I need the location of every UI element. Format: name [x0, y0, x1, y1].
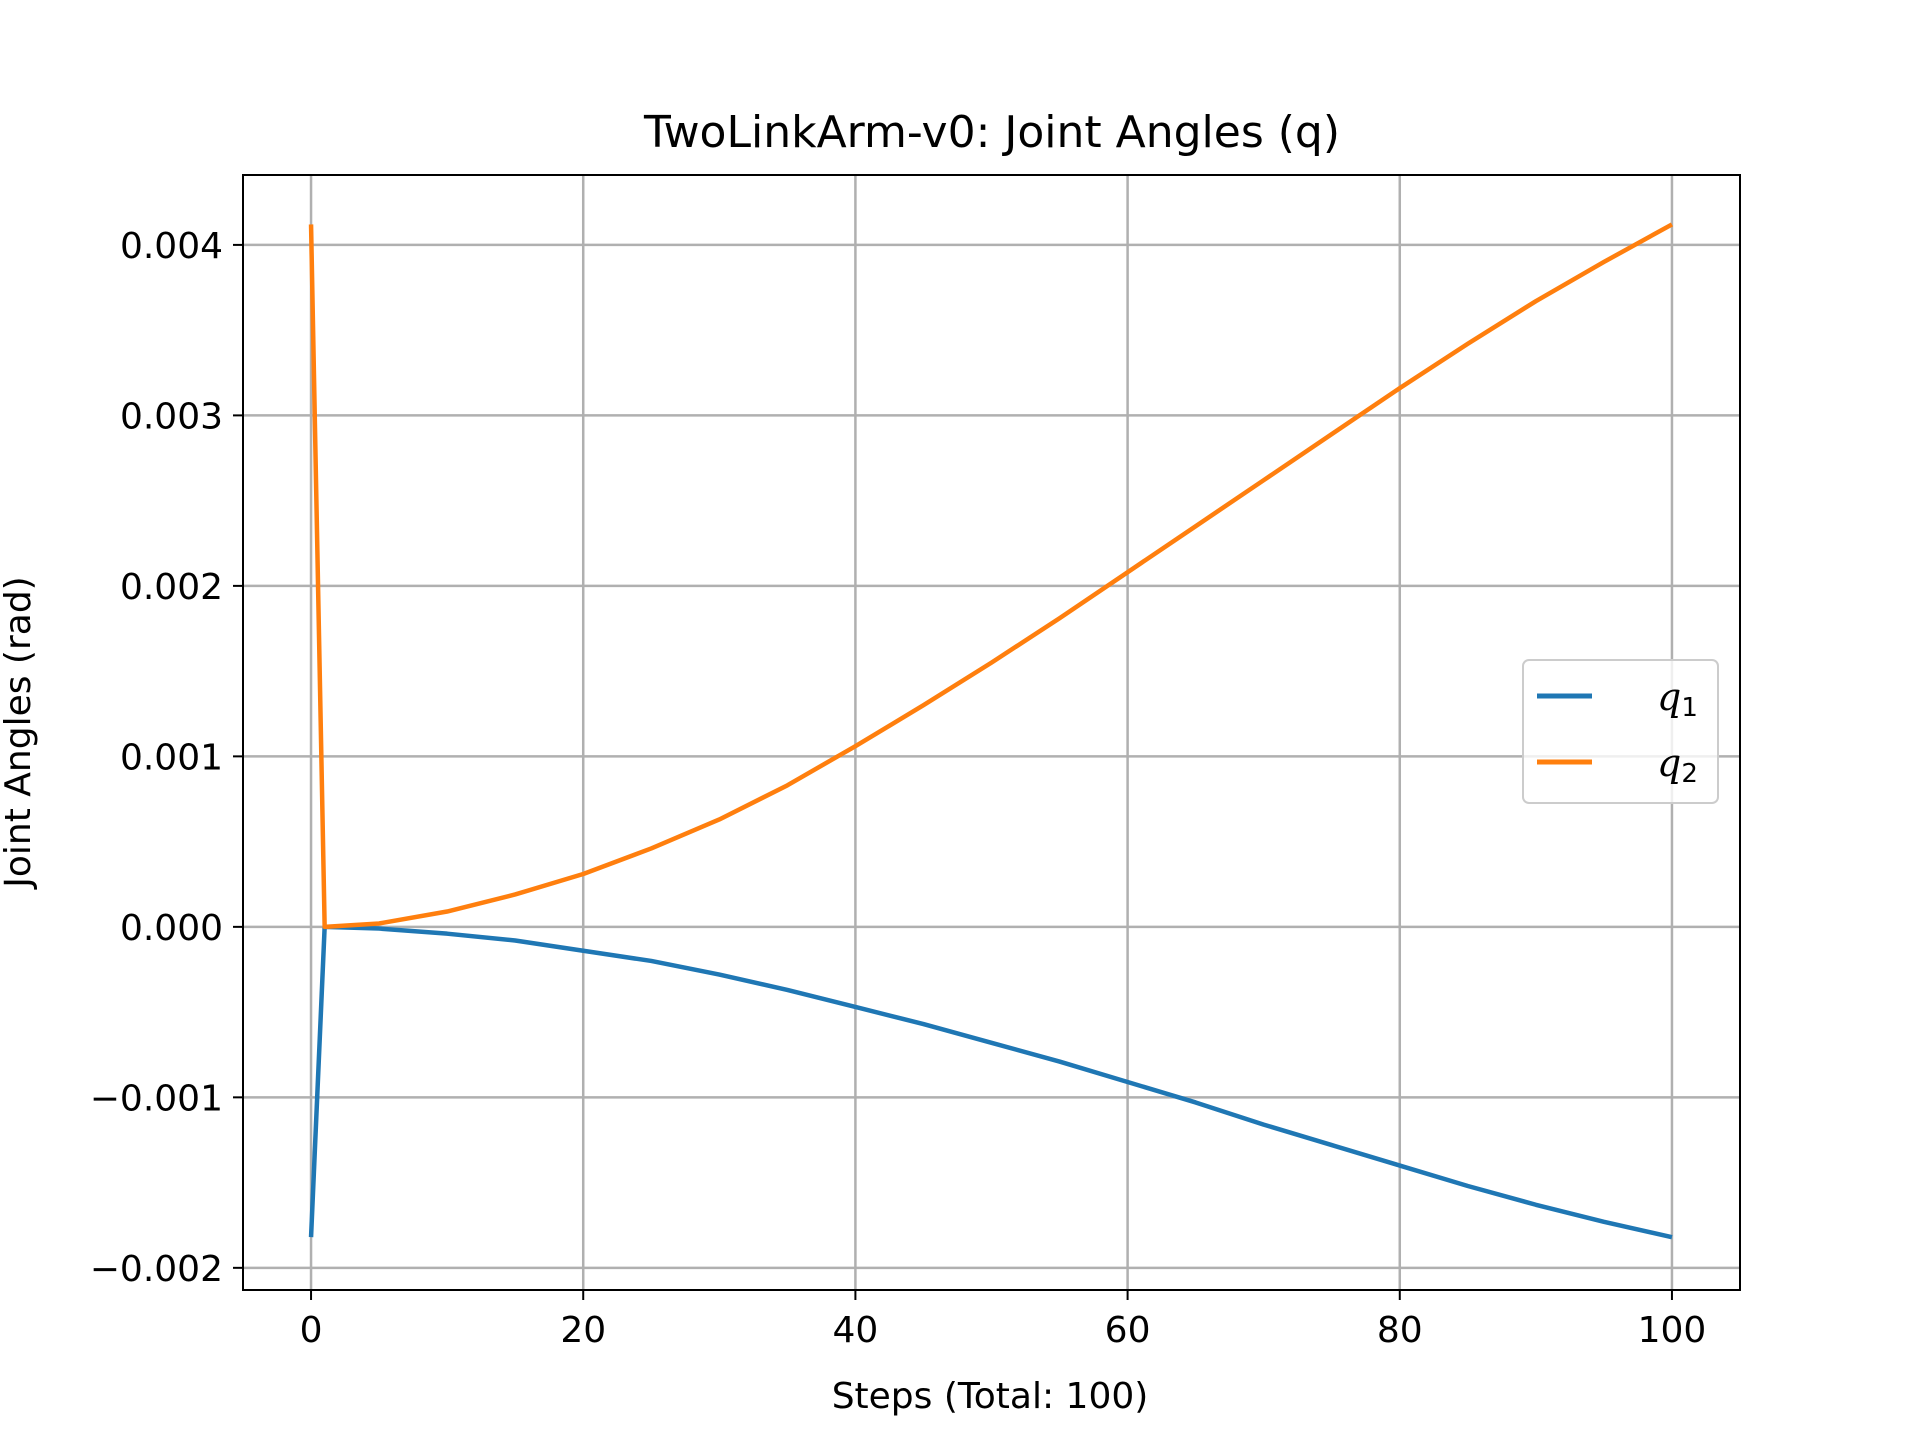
x-axis: 0 20 40 60 80 100 — [300, 1290, 1707, 1351]
x-tick-label: 80 — [1377, 1310, 1423, 1351]
legend-label-q1-subscript: 1 — [1681, 693, 1698, 723]
y-tick-label: −0.001 — [90, 1078, 223, 1119]
y-tick-label: −0.002 — [90, 1249, 223, 1290]
series-layer — [308, 222, 1674, 1240]
legend-label-q1-name: q — [1657, 675, 1681, 719]
series-line-q1 — [308, 924, 1673, 1240]
legend-label-q2-subscript: 2 — [1681, 759, 1698, 789]
y-axis: −0.002 −0.001 0.000 0.001 0.002 0.003 0.004 — [90, 226, 243, 1290]
series-line-q2 — [308, 222, 1674, 930]
x-tick-label: 60 — [1105, 1310, 1151, 1351]
grid — [243, 175, 1740, 1290]
x-tick-label: 40 — [833, 1310, 879, 1351]
chart-title: TwoLinkArm-v0: Joint Angles (q) — [643, 107, 1340, 158]
legend: q1 q2 — [1522, 659, 1719, 804]
y-axis-label: Joint Angles (rad) — [0, 576, 39, 889]
y-tick-label: 0.004 — [120, 226, 223, 267]
y-tick-label: 0.003 — [120, 396, 223, 437]
x-tick-label: 20 — [560, 1310, 606, 1351]
x-tick-label: 100 — [1638, 1310, 1707, 1351]
x-axis-label: Steps (Total: 100) — [832, 1376, 1149, 1417]
plot-frame — [242, 174, 1741, 1291]
x-tick-label: 0 — [300, 1310, 323, 1351]
y-tick-label: 0.002 — [120, 567, 223, 608]
y-tick-label: 0.000 — [120, 908, 223, 949]
legend-label-q2-name: q — [1657, 741, 1681, 785]
legend-label-q1: q1 — [1657, 675, 1698, 723]
legend-label-q2: q2 — [1657, 741, 1698, 789]
y-tick-label: 0.001 — [120, 737, 223, 778]
